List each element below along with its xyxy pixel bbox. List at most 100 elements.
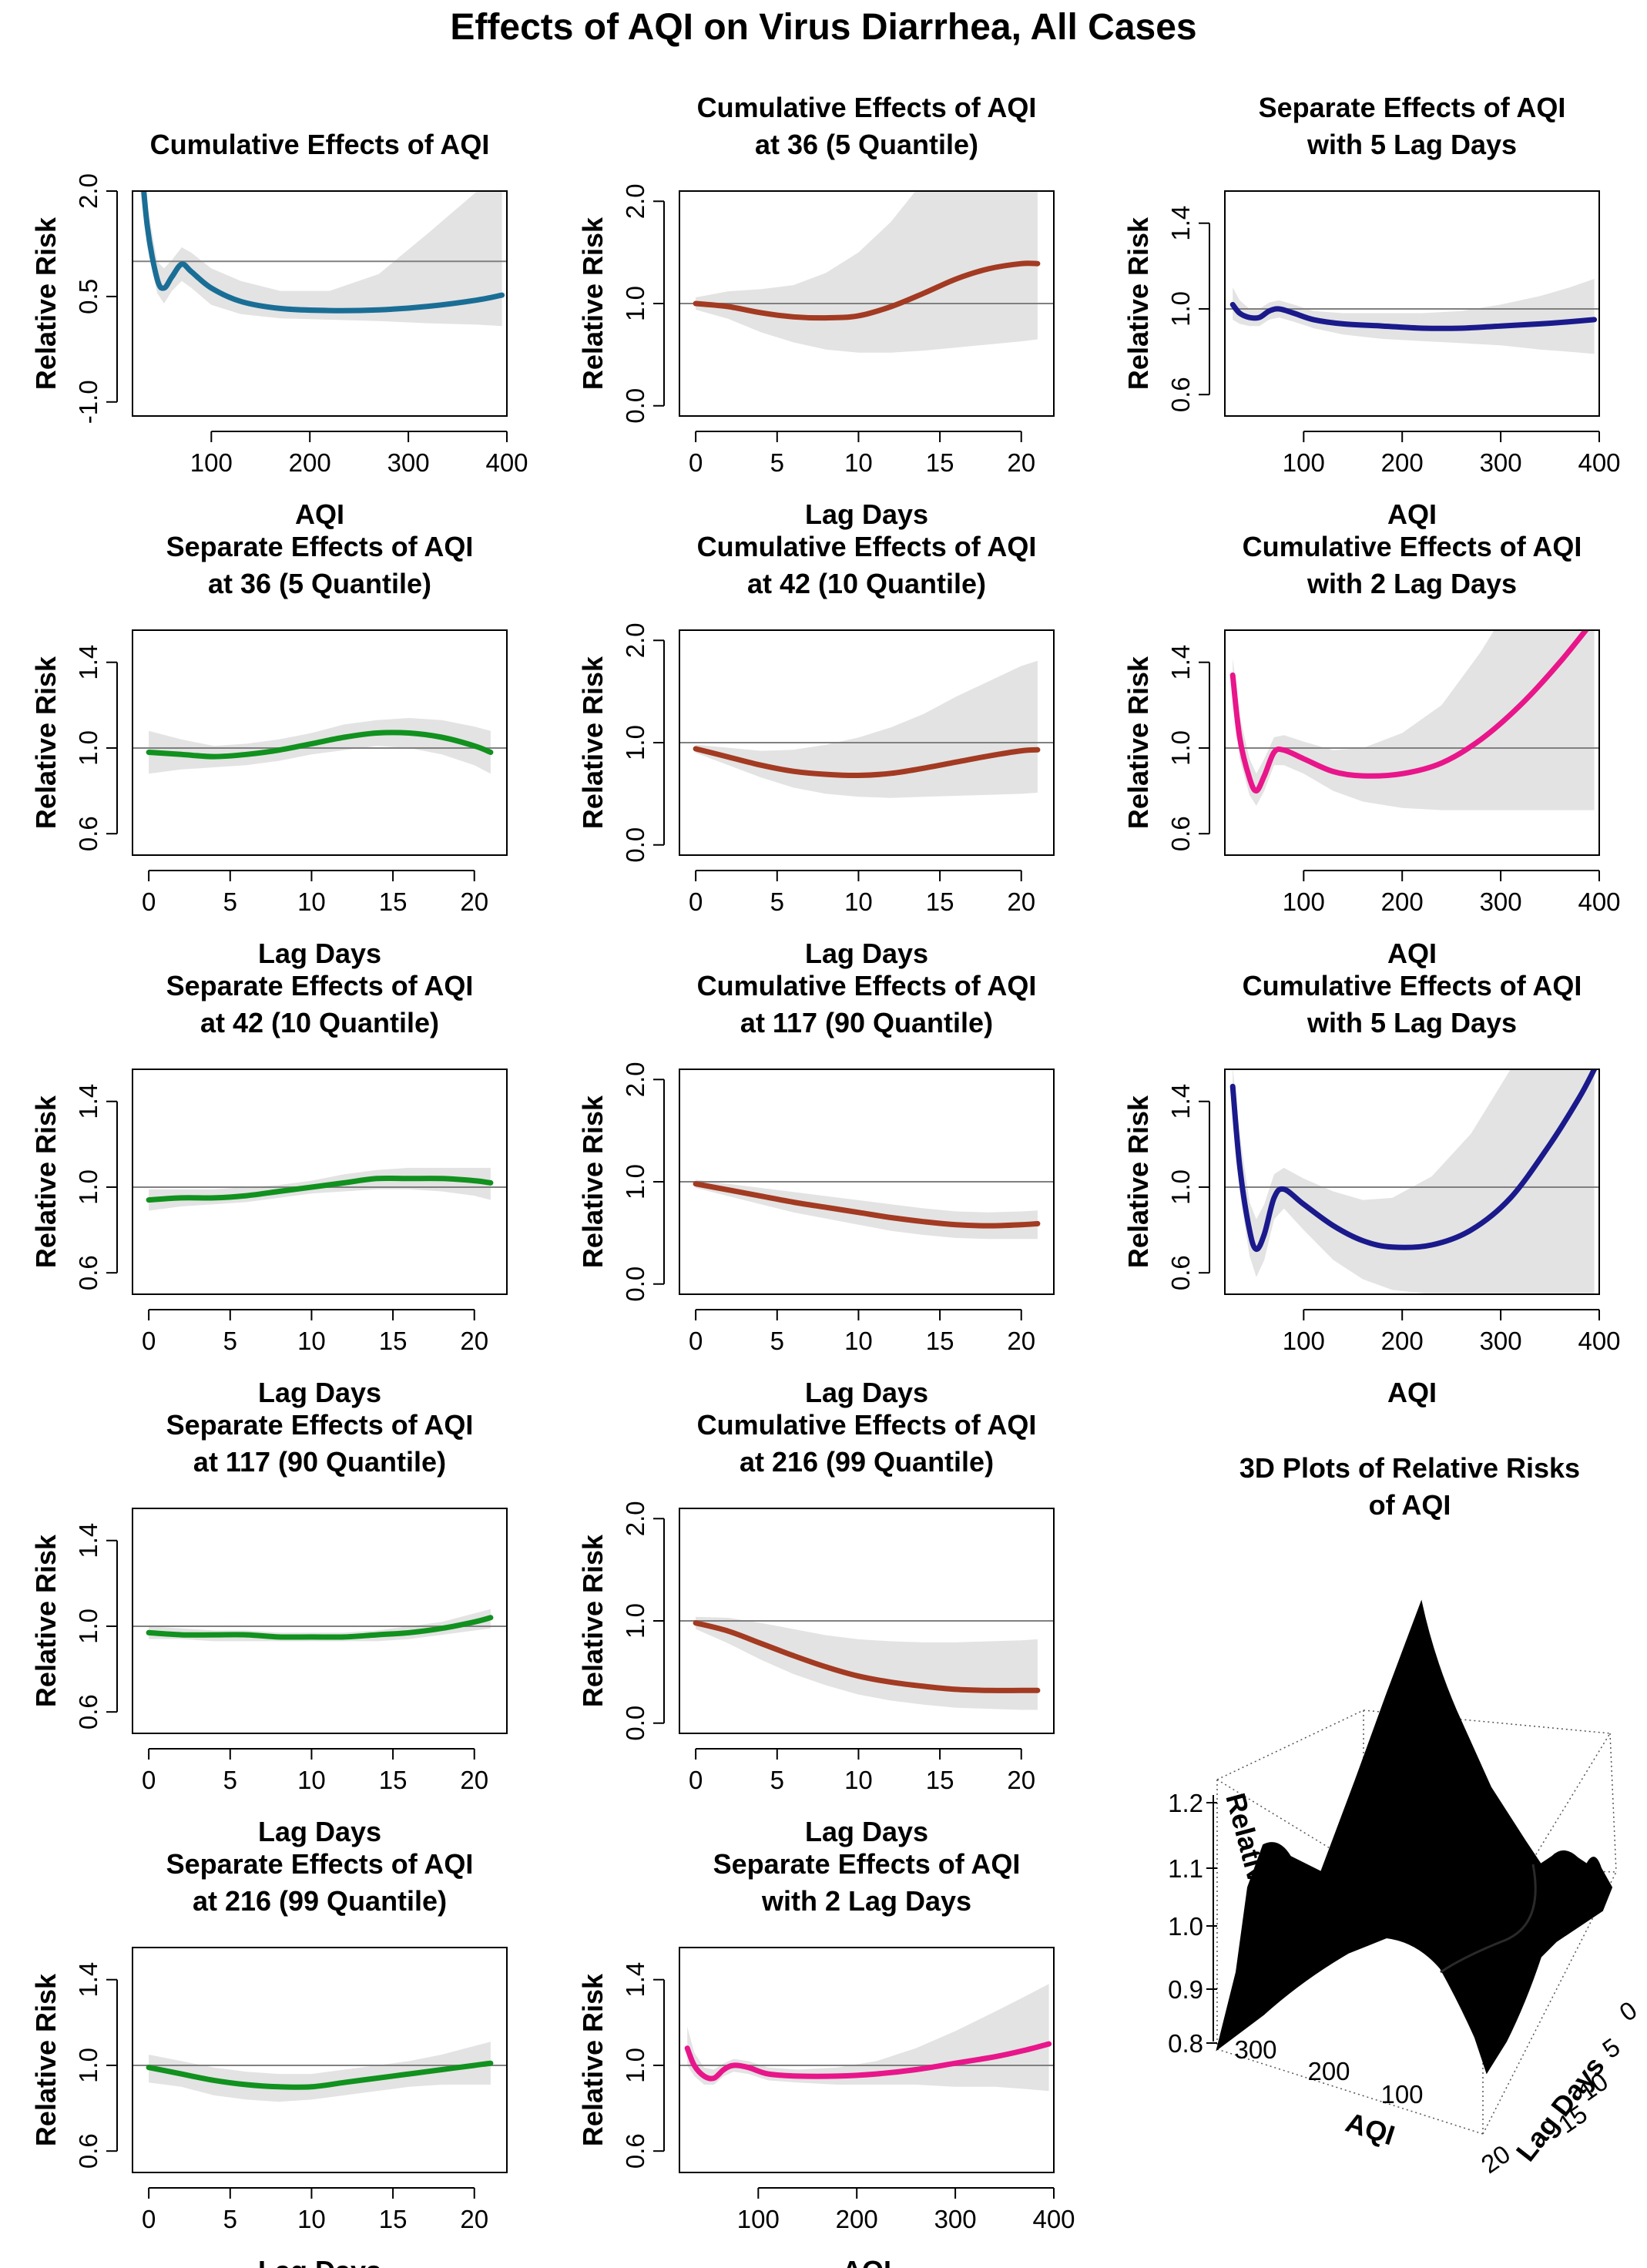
series-line	[693, 1620, 1041, 1693]
panel-title: with 2 Lag Days	[761, 1885, 971, 1917]
chart-p3: 100 200 300 400 AQI 0.6 1.0 1.4 Relative Risk Sep…	[1122, 92, 1621, 530]
confidence-band	[1233, 1069, 1595, 1294]
y-axis-label: Relative Risk	[30, 1534, 62, 1707]
panel-title: Separate Effects of AQI	[713, 1848, 1021, 1880]
x-tick-label: 20	[1007, 1766, 1035, 1794]
y-tick-label: 0.5	[74, 279, 102, 314]
x-tick-label: 0	[142, 1766, 156, 1794]
confidence-band	[140, 191, 502, 327]
plot-frame	[679, 1069, 1055, 1295]
confidence-band	[696, 1179, 1038, 1240]
series-line	[1229, 301, 1598, 331]
y-tick-label: 0.0	[621, 388, 649, 424]
x-axis-label: AQI	[1387, 498, 1437, 530]
y-tick-label: 1.0	[1166, 1169, 1195, 1205]
x-tick-label: 100	[737, 2205, 780, 2233]
x-axis-label: AQI	[1342, 2106, 1399, 2152]
y-axis-label: Relative Risk	[577, 1534, 609, 1707]
confidence-band	[149, 2042, 491, 2102]
x-axis-label: Lag Days	[258, 938, 381, 969]
y-axis-label: Relative Risk	[577, 1095, 609, 1268]
x-tick-label: 5	[223, 1327, 237, 1355]
x-tick-label: 300	[387, 448, 430, 477]
x-tick-label: 200	[1381, 1327, 1424, 1355]
y-axis-label: Relative Risk	[577, 216, 609, 390]
confidence-band	[696, 1616, 1038, 1710]
plot-frame	[132, 1947, 508, 2173]
x-tick-label: 5	[770, 1766, 784, 1794]
plot-frame	[132, 190, 508, 417]
x-tick-label: 100	[1283, 448, 1325, 477]
x-tick-label: 200	[1307, 2057, 1350, 2085]
series-line	[1229, 1069, 1598, 1253]
x-axis-label: Lag Days	[258, 1816, 381, 1847]
y-tick-label: 5	[1597, 2032, 1625, 2064]
panel-title: at 117 (90 Quantile)	[193, 1446, 446, 1478]
x-tick-label: 10	[844, 1766, 873, 1794]
series-line	[693, 746, 1041, 779]
chart-p5: 0 5 10 15 20 Lag Days 0.0 1.0 2.0 Relative Risk Cu…	[577, 531, 1055, 969]
panel-title: Cumulative Effects of AQI	[697, 531, 1037, 562]
x-axis-label: Lag Days	[805, 938, 928, 969]
x-tick-label: 0	[142, 887, 156, 916]
x-tick-label: 300	[1480, 887, 1522, 916]
x-tick-label: 100	[1283, 1327, 1325, 1355]
x-axis-label: Lag Days	[805, 1816, 928, 1847]
chart-p11: 0 5 10 15 20 Lag Days 0.0 1.0 2.0 Relative Risk Cu…	[577, 1409, 1055, 1847]
x-tick-label: 10	[297, 1327, 326, 1355]
x-tick-label: 0	[142, 1327, 156, 1355]
x-tick-label: 100	[1380, 2080, 1423, 2109]
z-tick-label: 1.1	[1168, 1854, 1203, 1883]
figure-title: Effects of AQI on Virus Diarrhea, All Ca…	[450, 7, 1197, 48]
z-tick-label: 1.0	[1168, 1912, 1203, 1941]
chart-p12: 0 5 10 15 20 Lag Days 0.6 1.0 1.4 Relative Risk Se…	[30, 1848, 508, 2268]
y-tick-label: 0.6	[621, 2133, 649, 2169]
x-tick-label: 10	[844, 448, 873, 477]
x-tick-label: 400	[1578, 448, 1620, 477]
x-axis-label: AQI	[1387, 1377, 1437, 1408]
x-tick-label: 20	[1007, 887, 1035, 916]
series-line	[693, 1181, 1041, 1229]
y-tick-label: 1.4	[74, 1523, 102, 1558]
series-line	[146, 1615, 494, 1640]
chart-p9: 100 200 300 400 AQI 0.6 1.0 1.4 Relative Risk Cum…	[1122, 970, 1621, 1408]
y-tick-label: 1.0	[1166, 291, 1195, 327]
x-tick-label: 400	[1578, 1327, 1620, 1355]
x-tick-label: 400	[1578, 887, 1620, 916]
plot-frame	[679, 1508, 1055, 1734]
x-tick-label: 300	[1480, 448, 1522, 477]
plot-frame	[1224, 1069, 1600, 1295]
y-tick-label: 1.4	[74, 645, 102, 680]
x-axis-label: Lag Days	[805, 498, 928, 530]
chart-p1: 100 200 300 400 AQI -1.0 0.5 2.0 Relative Risk Cu…	[30, 129, 528, 530]
panel-title: at 42 (10 Quantile)	[747, 568, 986, 599]
y-axis-label: Relative Risk	[1122, 1095, 1154, 1268]
y-tick-label: 20	[1476, 2139, 1515, 2179]
x-tick-label: 100	[1283, 887, 1325, 916]
x-tick-label: 400	[1032, 2205, 1075, 2233]
x-tick-label: 300	[1234, 2035, 1276, 2064]
y-tick-label: 2.0	[74, 173, 102, 209]
y-tick-label: 1.0	[621, 2048, 649, 2083]
x-axis-label: AQI	[1387, 938, 1437, 969]
x-tick-label: 20	[460, 887, 488, 916]
y-axis-label: Relative Risk	[577, 656, 609, 829]
panel-title: Cumulative Effects of AQI	[697, 92, 1037, 123]
panel-title: Cumulative Effects of AQI	[697, 1409, 1037, 1441]
y-axis-label: Relative Risk	[30, 1973, 62, 2146]
x-axis-label: Lag Days	[258, 1377, 381, 1408]
x-tick-label: 10	[297, 887, 326, 916]
plot-frame	[679, 629, 1055, 856]
x-tick-label: 15	[926, 887, 954, 916]
y-tick-label: 0.0	[621, 1706, 649, 1741]
y-tick-label: 1.0	[621, 286, 649, 321]
panel-title: Separate Effects of AQI	[1259, 92, 1566, 123]
x-tick-label: 200	[1381, 448, 1424, 477]
y-tick-label: 2.0	[621, 1062, 649, 1097]
box-edge	[1216, 1709, 1364, 1780]
chart-p8: 0 5 10 15 20 Lag Days 0.0 1.0 2.0 Relative Risk Cu…	[577, 970, 1055, 1408]
series-line	[693, 260, 1041, 321]
chart-p7: 0 5 10 15 20 Lag Days 0.6 1.0 1.4 Relative Risk Se…	[30, 970, 508, 1408]
y-tick-label: 1.0	[74, 1169, 102, 1205]
x-tick-label: 15	[379, 1327, 408, 1355]
